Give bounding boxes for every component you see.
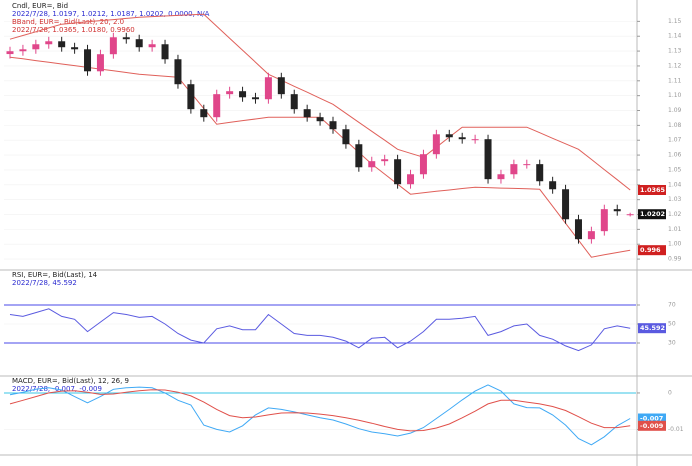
candle-body	[71, 47, 79, 50]
last-price-box	[638, 209, 666, 220]
candle-body	[109, 37, 117, 55]
y-tick-label: 70	[668, 302, 676, 309]
candle-body	[84, 49, 92, 72]
candle-body	[329, 121, 337, 130]
indicator-line	[9, 389, 631, 432]
band-last-value-box	[638, 185, 666, 195]
candle-body	[419, 154, 427, 175]
last-value-box	[638, 420, 666, 431]
last-value: 45.592	[640, 324, 665, 332]
last-price: 1.0202	[640, 210, 665, 218]
candle-body	[316, 117, 324, 122]
candle-body	[161, 44, 169, 60]
y-tick-label: 1.05	[668, 166, 682, 173]
candle-body	[497, 174, 505, 180]
last-value: -0.007	[640, 415, 663, 423]
legend-line: 2022/7/28, 1.0365, 1.0180, 0.9960	[12, 26, 135, 34]
y-tick-label: 1.11	[668, 77, 682, 84]
y-tick-label: 1.10	[668, 92, 682, 99]
candle-body	[226, 91, 234, 95]
legend-line: 2022/7/28, 1.0197, 1.0212, 1.0187, 1.020…	[12, 10, 210, 18]
y-tick-label: 1.08	[668, 122, 682, 129]
candle-body	[510, 164, 518, 175]
y-tick-label: 1.14	[668, 33, 682, 40]
candle-body	[549, 181, 557, 190]
candle-body	[368, 161, 376, 168]
candle-body	[407, 174, 415, 185]
candle-body	[45, 41, 53, 45]
candle-body	[471, 139, 479, 141]
candle-body	[264, 77, 272, 100]
last-value: -0.009	[640, 422, 664, 430]
candle-body	[239, 91, 247, 98]
legend-line: BBand, EUR=, Bid(Last), 20, 2.0	[12, 18, 124, 26]
candle-body	[445, 134, 453, 138]
candle-body	[122, 37, 130, 40]
candle-body	[484, 139, 492, 180]
candle-body	[19, 49, 27, 52]
candle-body	[587, 231, 595, 240]
candle-body	[355, 144, 363, 168]
candle-body	[523, 164, 531, 166]
candle-body	[251, 97, 259, 100]
last-value-box	[638, 413, 666, 424]
y-tick-label: 0	[668, 389, 672, 396]
y-tick-label: 30	[668, 340, 676, 347]
y-tick-label: 1.01	[668, 226, 682, 233]
y-tick-label: 1.00	[668, 241, 682, 248]
candle-body	[96, 54, 104, 72]
candle-body	[381, 159, 389, 162]
candle-body	[432, 134, 440, 155]
candle-body	[574, 219, 582, 240]
last-value-box	[638, 323, 666, 334]
candle-body	[200, 109, 208, 118]
band-last-value-box	[638, 245, 666, 256]
bollinger-band	[9, 13, 631, 191]
y-tick-label: 1.02	[668, 211, 682, 218]
y-tick-label: 1.09	[668, 107, 682, 114]
panel-title: Cndl, EUR=, Bid	[12, 2, 68, 10]
candle-body	[32, 44, 40, 50]
y-tick-label: 1.06	[668, 152, 682, 159]
candle-body	[394, 159, 402, 185]
band-last-value: 0.996	[640, 246, 661, 254]
band-last-value: 1.0365	[640, 186, 666, 194]
y-tick-label: 1.15	[668, 18, 682, 25]
panel-title: RSI, EUR=, Bid(Last), 14	[12, 271, 98, 279]
candle-body	[600, 209, 608, 232]
candle-body	[303, 109, 311, 118]
candle-body	[135, 39, 143, 48]
candle-body	[58, 41, 66, 48]
y-tick-label: 0.99	[668, 256, 682, 263]
panel-title: MACD, EUR=, Bid(Last), 12, 26, 9	[12, 377, 129, 385]
y-tick-label: -0.01	[668, 426, 684, 433]
candle-body	[290, 94, 298, 110]
candle-body	[613, 209, 621, 212]
candle-body	[342, 129, 350, 145]
indicator-line	[9, 384, 631, 446]
candle-body	[187, 84, 195, 110]
candle-body	[277, 77, 285, 95]
candle-body	[148, 44, 156, 48]
candle-body	[174, 59, 182, 85]
candle-body	[562, 189, 570, 220]
candle-body	[213, 94, 221, 118]
y-tick-label: 50	[668, 321, 676, 328]
candle-body	[536, 164, 544, 182]
indicator-line	[9, 308, 631, 352]
candle-body	[626, 214, 634, 216]
candle-body	[6, 51, 14, 55]
y-tick-label: 1.03	[668, 196, 682, 203]
y-tick-label: 1.12	[668, 62, 682, 69]
candle-body	[458, 137, 466, 140]
panel-subtitle: 2022/7/28, 45.592	[12, 279, 77, 287]
y-tick-label: 1.07	[668, 137, 682, 144]
y-tick-label: 1.04	[668, 181, 682, 188]
y-tick-label: 1.13	[668, 48, 682, 55]
